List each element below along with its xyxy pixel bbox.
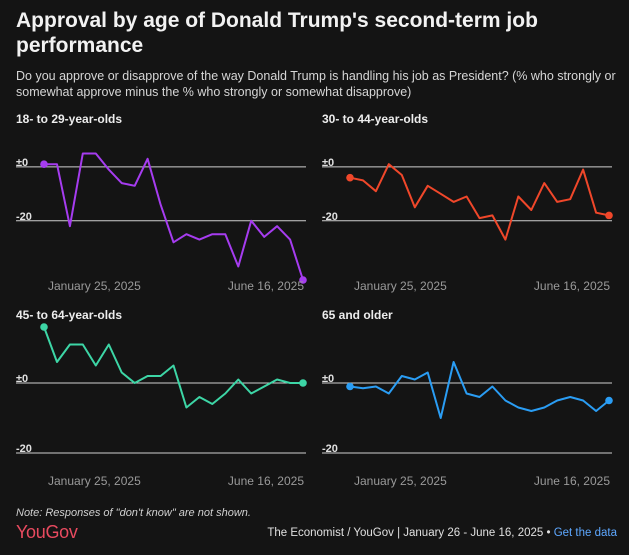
series-line: [43, 326, 303, 409]
chart-panel-18-29: ±0 -20 January 25, 2025 June 16, 2025: [16, 152, 307, 293]
y-tick-label: ±0: [322, 373, 334, 385]
chart-title: Approval by age of Donald Trump's second…: [16, 9, 538, 57]
data-point: [299, 276, 307, 284]
chart-panel-30-44: ±0 -20 January 25, 2025 June 16, 2025: [322, 157, 613, 293]
y-tick-label: -20: [16, 211, 32, 223]
y-tick-label: -20: [322, 443, 338, 455]
y-tick-label: ±0: [16, 373, 28, 385]
get-data-link[interactable]: Get the data: [553, 527, 617, 539]
source-line: The Economist / YouGov | January 26 - Ju…: [267, 527, 617, 539]
x-tick-label: June 16, 2025: [534, 474, 610, 488]
chart-subtitle: Do you approve or disapprove of the way …: [16, 69, 616, 99]
chart-panel-65-older: ±0 -20 January 25, 2025 June 16, 2025: [322, 361, 613, 488]
panel-title-45-64: 45- to 64-year-olds: [16, 308, 123, 322]
y-tick-label: -20: [322, 211, 338, 223]
data-point: [299, 379, 307, 387]
data-point: [40, 323, 48, 331]
series-line: [349, 361, 610, 419]
series-line: [349, 163, 610, 241]
data-point: [40, 160, 48, 169]
x-tick-label: January 25, 2025: [354, 474, 447, 488]
y-tick-label: ±0: [322, 157, 334, 169]
y-tick-label: ±0: [16, 157, 28, 169]
x-tick-label: January 25, 2025: [48, 279, 141, 293]
footnote: Note: Responses of "don't know" are not …: [16, 507, 251, 519]
source-text: The Economist / YouGov | January 26 - Ju…: [267, 527, 551, 539]
data-point: [605, 396, 613, 405]
x-tick-label: June 16, 2025: [228, 474, 304, 488]
y-tick-label: -20: [16, 443, 32, 455]
data-point: [605, 211, 613, 220]
x-tick-label: June 16, 2025: [534, 279, 610, 293]
panel-title-65-older: 65 and older: [322, 308, 393, 322]
panel-title-18-29: 18- to 29-year-olds: [16, 112, 123, 126]
data-point: [346, 173, 354, 182]
chart-panel-45-64: ±0 -20 January 25, 2025 June 16, 2025: [16, 323, 307, 488]
x-tick-label: June 16, 2025: [228, 279, 304, 293]
yougov-logo: YouGov: [16, 522, 78, 542]
panel-title-30-44: 30- to 44-year-olds: [322, 112, 429, 126]
data-point: [346, 382, 354, 391]
series-line: [44, 152, 304, 281]
x-tick-label: January 25, 2025: [354, 279, 447, 293]
x-tick-label: January 25, 2025: [48, 474, 141, 488]
